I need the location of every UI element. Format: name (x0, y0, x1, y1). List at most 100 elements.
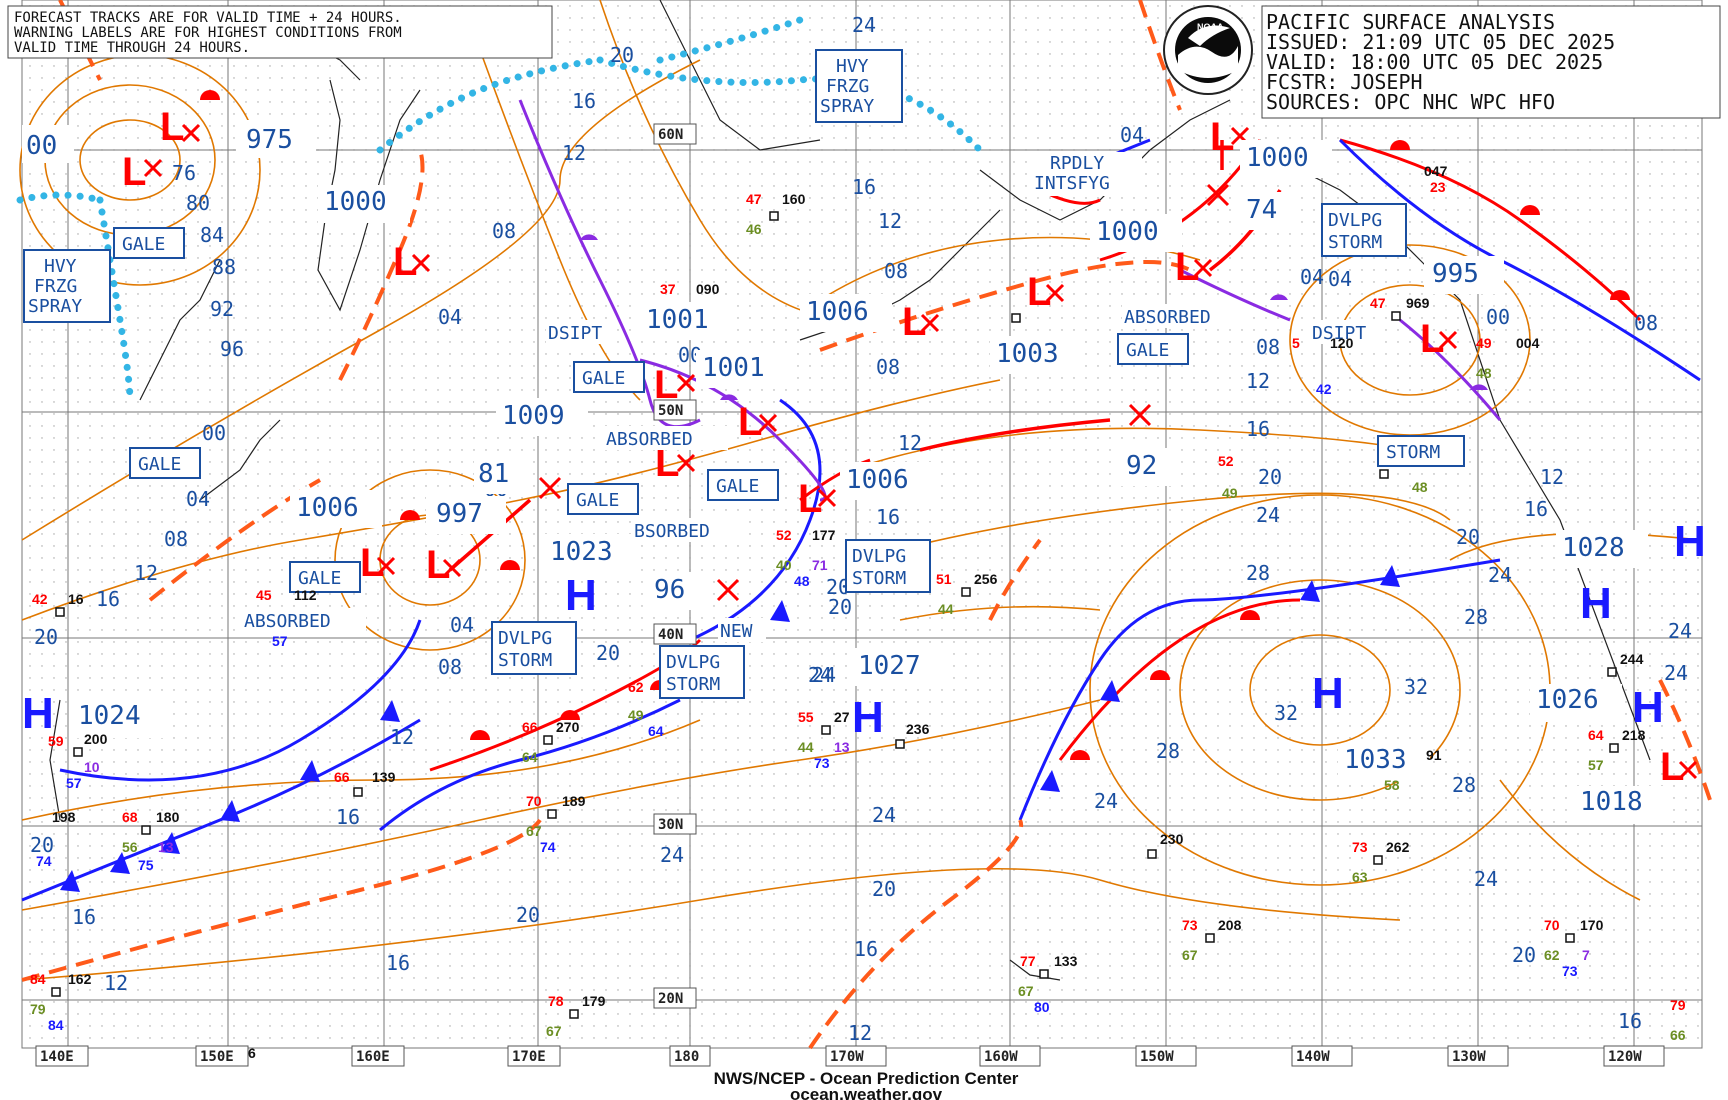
svg-text:STORM: STORM (498, 650, 552, 671)
low-symbol: L (1175, 245, 1199, 289)
svg-text:218: 218 (1622, 727, 1646, 743)
svg-text:49: 49 (628, 707, 644, 723)
svg-text:96: 96 (654, 575, 685, 605)
svg-text:76: 76 (172, 161, 196, 185)
pressure-box: 995 (1424, 256, 1504, 294)
svg-text:004: 004 (1516, 335, 1540, 351)
svg-text:GALE: GALE (298, 568, 341, 589)
svg-text:40: 40 (776, 557, 792, 573)
svg-text:52: 52 (776, 527, 792, 543)
svg-text:1026: 1026 (1536, 685, 1599, 715)
svg-text:969: 969 (1406, 295, 1430, 311)
svg-text:12: 12 (878, 209, 902, 233)
svg-text:SPRAY: SPRAY (28, 296, 82, 317)
lon-label: 140E (40, 1049, 74, 1065)
svg-text:58: 58 (1384, 777, 1400, 793)
svg-text:16: 16 (572, 89, 596, 113)
svg-text:24: 24 (1474, 867, 1498, 891)
svg-text:12: 12 (1540, 465, 1564, 489)
low-symbol: L (738, 400, 762, 444)
svg-text:16: 16 (386, 951, 410, 975)
svg-text:00: 00 (26, 131, 57, 161)
svg-text:NEW: NEW (720, 621, 753, 642)
svg-text:23: 23 (1430, 179, 1446, 195)
svg-text:81: 81 (478, 459, 509, 489)
svg-text:047: 047 (1424, 163, 1448, 179)
lon-label: 170W (830, 1049, 864, 1065)
svg-text:RPDLY: RPDLY (1050, 153, 1104, 174)
svg-text:63: 63 (1352, 869, 1368, 885)
svg-text:5: 5 (1292, 335, 1300, 351)
pressure-box: 975 (236, 120, 316, 158)
pressure-box: 1000 (1240, 140, 1332, 178)
storm-tracks (21, 0, 1712, 1050)
svg-text:177: 177 (812, 527, 836, 543)
svg-text:20: 20 (828, 595, 852, 619)
isobar-labels: 20 16 12 08 04 00 96 92 88 84 80 76 24 1… (30, 13, 1692, 1045)
high-symbol: H (1674, 517, 1706, 566)
svg-text:HVY: HVY (44, 256, 77, 277)
svg-text:FRZG: FRZG (826, 76, 869, 97)
occluded-4 (1399, 318, 1502, 421)
svg-text:208: 208 (1218, 917, 1242, 933)
lon-label: 140W (1296, 1049, 1330, 1065)
high-symbol: H (852, 693, 884, 742)
low-symbol: L (122, 150, 146, 194)
svg-text:ABSORBED: ABSORBED (606, 429, 693, 450)
svg-text:92: 92 (1126, 451, 1157, 481)
svg-text:16: 16 (1524, 497, 1548, 521)
svg-text:80: 80 (1034, 999, 1050, 1015)
svg-text:GALE: GALE (122, 234, 165, 255)
pressure-box: 74 (1240, 192, 1300, 230)
svg-text:200: 200 (84, 731, 108, 747)
svg-text:1003: 1003 (996, 339, 1059, 369)
svg-text:37: 37 (660, 281, 676, 297)
svg-text:198: 198 (52, 809, 76, 825)
svg-text:20: 20 (872, 877, 896, 901)
svg-text:24: 24 (1256, 503, 1280, 527)
svg-text:59: 59 (48, 733, 64, 749)
low-symbol: L (1660, 745, 1684, 789)
svg-text:GALE: GALE (576, 490, 619, 511)
svg-text:12: 12 (390, 725, 414, 749)
svg-text:47: 47 (1370, 295, 1386, 311)
svg-text:24: 24 (812, 663, 836, 687)
high-symbol: H (565, 571, 597, 620)
lon-label: 130W (1452, 1049, 1486, 1065)
svg-text:GALE: GALE (716, 476, 759, 497)
svg-text:24: 24 (872, 803, 896, 827)
occluded-2 (639, 358, 827, 502)
svg-text:12: 12 (562, 141, 586, 165)
svg-text:16: 16 (68, 591, 84, 607)
svg-text:GALE: GALE (1126, 340, 1169, 361)
noaa-logo: NOAA (1163, 5, 1253, 95)
svg-text:20: 20 (596, 641, 620, 665)
svg-text:WARNING LABELS ARE FOR HIGHEST: WARNING LABELS ARE FOR HIGHEST CONDITION… (14, 25, 402, 41)
svg-text:32: 32 (1274, 701, 1298, 725)
warm-front-east-2 (1339, 138, 1642, 322)
forecaster: FCSTR: JOSEPH (1266, 70, 1423, 94)
svg-text:04: 04 (450, 613, 474, 637)
svg-text:00: 00 (202, 421, 226, 445)
svg-text:66: 66 (1670, 1027, 1686, 1043)
svg-text:STORM: STORM (1328, 232, 1382, 253)
gale-warning: GALE (1117, 333, 1189, 365)
lat-label-50n: 50N (658, 403, 683, 419)
low-symbol: L (393, 240, 417, 284)
svg-text:42: 42 (1316, 381, 1332, 397)
svg-text:16: 16 (876, 505, 900, 529)
svg-text:24: 24 (852, 13, 876, 37)
svg-text:1006: 1006 (846, 465, 909, 495)
ice-edge (16, 16, 984, 404)
svg-text:67: 67 (1018, 983, 1034, 999)
svg-text:24: 24 (1664, 661, 1688, 685)
svg-text:112: 112 (294, 587, 317, 603)
svg-text:57: 57 (66, 775, 82, 791)
chart-title: PACIFIC SURFACE ANALYSIS (1266, 10, 1555, 34)
svg-text:24: 24 (808, 663, 832, 687)
svg-text:1001: 1001 (646, 305, 709, 335)
svg-text:1018: 1018 (1580, 787, 1643, 817)
gale-warning: GALE (129, 447, 201, 479)
